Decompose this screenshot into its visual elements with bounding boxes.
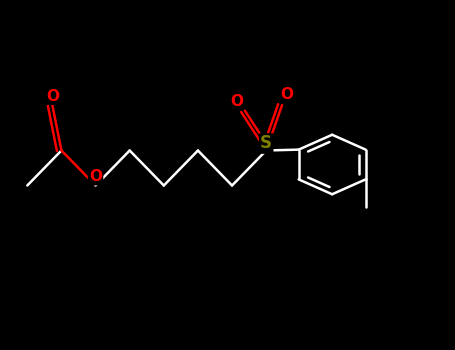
Text: O: O [89,169,102,184]
Text: O: O [230,94,243,109]
Text: S: S [260,134,272,153]
Text: O: O [46,89,59,104]
Text: O: O [280,87,293,102]
